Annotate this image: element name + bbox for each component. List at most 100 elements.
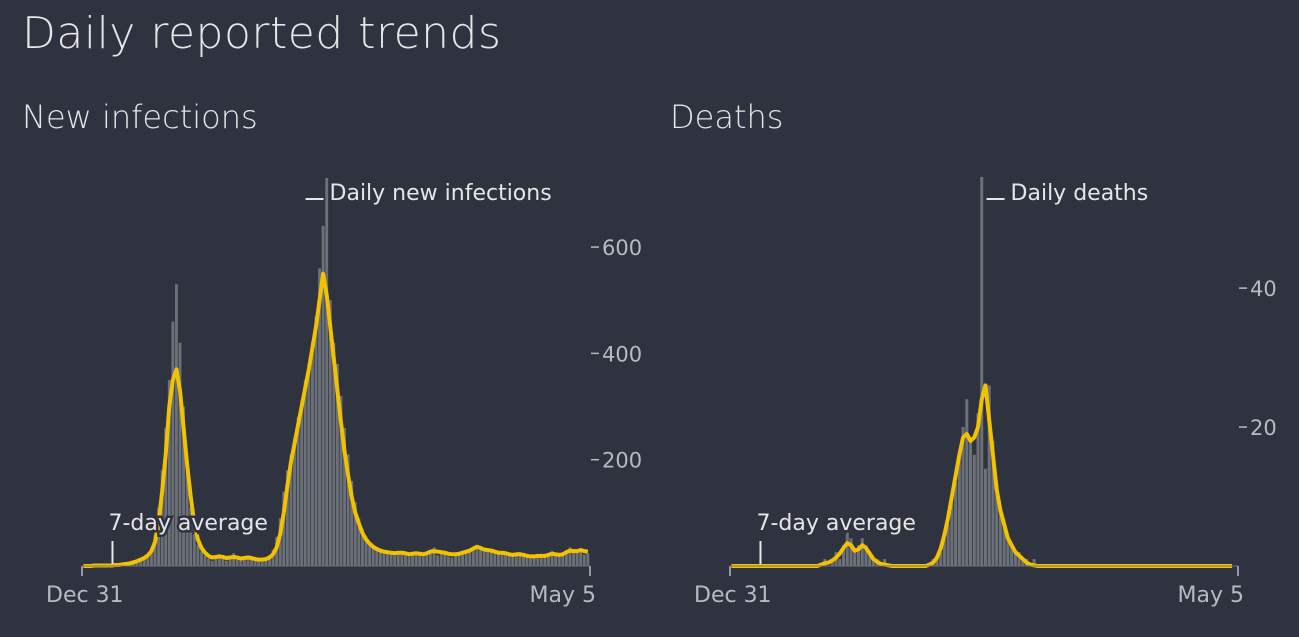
deaths-bar: [871, 559, 875, 566]
infections-bar: [153, 534, 157, 566]
infections-bar: [332, 342, 336, 566]
infections-bar: [471, 547, 475, 566]
deaths-bar: [1006, 538, 1010, 566]
infections-bar: [200, 551, 203, 566]
infections-bar: [536, 554, 540, 566]
infections-bar: [318, 268, 321, 566]
infections-bar: [518, 552, 522, 566]
deaths-bar: [984, 468, 987, 566]
infections-bar: [271, 550, 275, 566]
infections-bar: [400, 551, 404, 566]
deaths-bar: [972, 454, 976, 566]
infections-bar: [425, 554, 429, 566]
infections-bar: [575, 551, 579, 566]
infections-bar: [289, 454, 293, 566]
infections-bar: [482, 551, 486, 566]
infections-bar: [375, 550, 379, 566]
infections-bar: [139, 559, 143, 566]
infections-bar: [579, 548, 583, 566]
deaths-bar: [1002, 524, 1006, 566]
infections-bar: [364, 536, 368, 566]
infections-bar: [296, 417, 300, 566]
infections-bar: [489, 550, 493, 566]
infections-bar: [285, 470, 289, 566]
infections-bar: [411, 554, 414, 566]
deaths-bar: [1032, 559, 1036, 566]
infections-bar: [414, 552, 418, 566]
deaths-average-label: 7-day average: [756, 511, 915, 536]
infections-bar: [164, 427, 168, 566]
infections-bar: [149, 550, 153, 566]
infections-bar: [532, 556, 536, 566]
infections-bar: [475, 544, 479, 566]
infections-bar: [235, 557, 239, 566]
infections-bar: [253, 560, 257, 566]
infections-bar: [572, 552, 575, 566]
deaths-bar: [935, 559, 939, 566]
deaths-bar: [868, 552, 872, 566]
infections-bar: [461, 552, 465, 566]
infections-bar: [561, 554, 565, 566]
deaths-bar: [939, 552, 943, 566]
infections-bar: [339, 395, 343, 566]
infections-bar: [568, 547, 572, 566]
deaths-bar: [883, 559, 887, 566]
infections-bar: [429, 550, 432, 566]
infections-bar: [439, 552, 443, 566]
deaths-bar: [969, 440, 973, 566]
infections-bar: [239, 559, 243, 566]
deaths-bar: [842, 545, 846, 566]
infections-bar: [353, 502, 357, 566]
infections-bar: [175, 284, 178, 566]
infections-chart: 200 400 600 Dec 31 May 5 Daily new infecti…: [46, 177, 642, 608]
infections-bar: [496, 554, 500, 566]
infections-bar: [407, 556, 411, 566]
infections-bar: [214, 556, 218, 566]
infections-bar: [543, 557, 547, 566]
deaths-bar: [950, 503, 954, 566]
infections-bar: [564, 550, 568, 566]
infections-bar: [361, 528, 364, 566]
infections-bar: [210, 560, 214, 566]
infections-bars: [85, 177, 590, 566]
infections-bar: [493, 552, 497, 566]
deaths-bar: [995, 482, 999, 566]
infections-bar: [547, 553, 550, 566]
infections-bar: [479, 548, 482, 566]
infections-bar: [403, 554, 407, 566]
infections-bar: [321, 225, 325, 566]
deaths-bar: [1013, 552, 1017, 566]
deaths-bar: [857, 545, 860, 566]
deaths-bar: [961, 427, 965, 566]
infections-bar: [468, 551, 472, 566]
infections-y-ticks: 200 400 600: [591, 236, 642, 473]
deaths-series-label: Daily deaths: [1011, 181, 1149, 206]
infections-bar: [182, 406, 186, 566]
deaths-x-label-end: May 5: [1178, 583, 1244, 608]
infections-bar: [328, 300, 332, 566]
infections-bar: [250, 558, 253, 566]
deaths-bars: [823, 176, 1036, 566]
infections-bar: [389, 554, 393, 566]
infections-bar: [418, 555, 422, 566]
infections-bar: [550, 551, 554, 566]
infections-bar: [393, 555, 397, 566]
infections-bar: [264, 558, 268, 566]
infections-bar: [142, 558, 146, 566]
deaths-bar: [946, 524, 950, 566]
infections-bar: [371, 546, 375, 566]
infections-bar: [507, 555, 511, 566]
infections-bar: [203, 555, 207, 566]
infections-bar: [504, 553, 507, 566]
infections-bar: [432, 547, 436, 566]
infections-bar: [557, 556, 561, 566]
infections-bar: [185, 470, 189, 566]
infections-bar: [336, 364, 339, 566]
deaths-bar: [1021, 559, 1025, 566]
infections-bar: [350, 480, 354, 566]
infections-average-label: 7-day average: [108, 511, 267, 536]
chart-title-deaths: Deaths: [670, 98, 784, 136]
infections-bar: [207, 558, 211, 566]
